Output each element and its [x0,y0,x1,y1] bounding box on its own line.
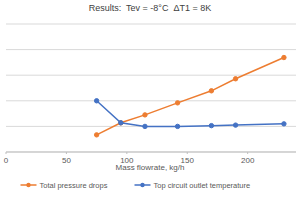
x-tick [187,152,188,154]
series-marker [209,89,213,93]
series-marker [209,123,213,127]
series-marker [143,113,147,117]
legend-label: Total pressure drops [40,181,108,190]
series-marker [143,124,147,128]
series-marker [175,124,179,128]
grid-line [6,24,296,25]
grid-line [6,75,296,76]
x-tick-label: 50 [62,156,71,165]
legend-label: Top circuit outlet temperature [154,181,251,190]
series-marker [94,133,98,137]
grid-line [6,49,296,50]
series-line [97,101,284,127]
x-tick [66,152,67,154]
legend-marker [26,183,30,187]
x-tick [247,152,248,154]
x-axis [6,152,296,153]
series-marker [119,121,123,125]
x-axis-label: Mass flowrate, kg/h [116,163,185,172]
series-marker [282,55,286,59]
series-marker [94,99,98,103]
plot-area [94,55,286,137]
legend-marker [140,183,144,187]
series-line [97,58,284,135]
series-marker [175,101,179,105]
grid-line [6,152,296,153]
x-tick [126,152,127,154]
x-tick [6,152,7,154]
series-marker [282,122,286,126]
grid-line [6,100,296,101]
title: Results: Tev = -8°C ΔT1 = 8K [89,3,212,13]
chart: Results: Tev = -8°C ΔT1 = 8K050100150200… [0,0,300,200]
x-tick-label: 200 [241,156,255,165]
legend: Total pressure drops Top circuit outlet t… [21,181,251,190]
series-marker [233,77,237,81]
series-marker [233,123,237,127]
x-tick-label: 0 [4,156,9,165]
series-marker [119,121,123,125]
